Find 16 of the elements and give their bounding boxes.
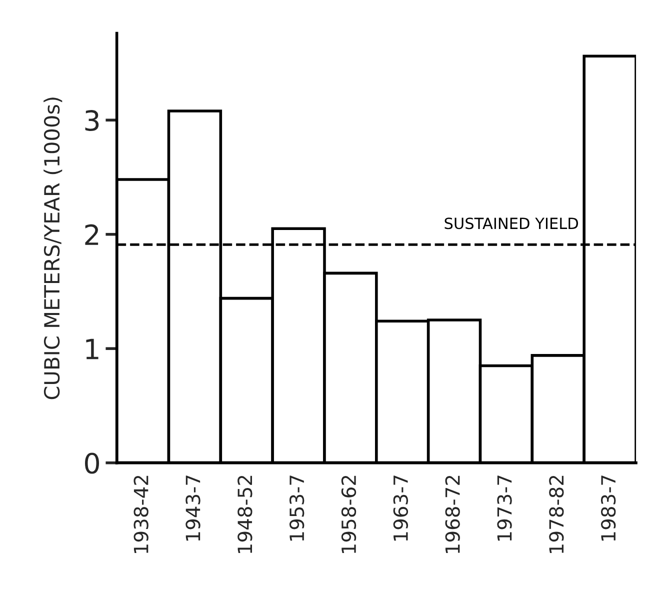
y-tick-label: 2 bbox=[85, 224, 98, 245]
x-tick-label: 1963-7 bbox=[393, 476, 408, 541]
x-tick-label: 1958-62 bbox=[341, 476, 356, 554]
x-tick-label: 1938-42 bbox=[134, 476, 148, 554]
x-tick-label: 1968-72 bbox=[445, 476, 460, 554]
y-tick-label: 0 bbox=[85, 452, 100, 474]
x-tick-label: 1983-7 bbox=[600, 476, 616, 541]
y-axis-title: CUBIC METERS/YEAR (1000s) bbox=[44, 98, 62, 400]
x-tick-label: 1953-7 bbox=[289, 476, 304, 541]
x-tick-label: 1973-7 bbox=[497, 476, 512, 541]
x-tick-label: 1943-7 bbox=[186, 476, 200, 541]
y-tick-label: 3 bbox=[85, 110, 99, 132]
y-tick-label: 1 bbox=[86, 338, 98, 360]
x-tick-label: 1978-82 bbox=[549, 476, 564, 554]
ref-line-label: SUSTAINED YIELD bbox=[444, 218, 578, 230]
x-tick-label: 1948-52 bbox=[238, 476, 252, 554]
